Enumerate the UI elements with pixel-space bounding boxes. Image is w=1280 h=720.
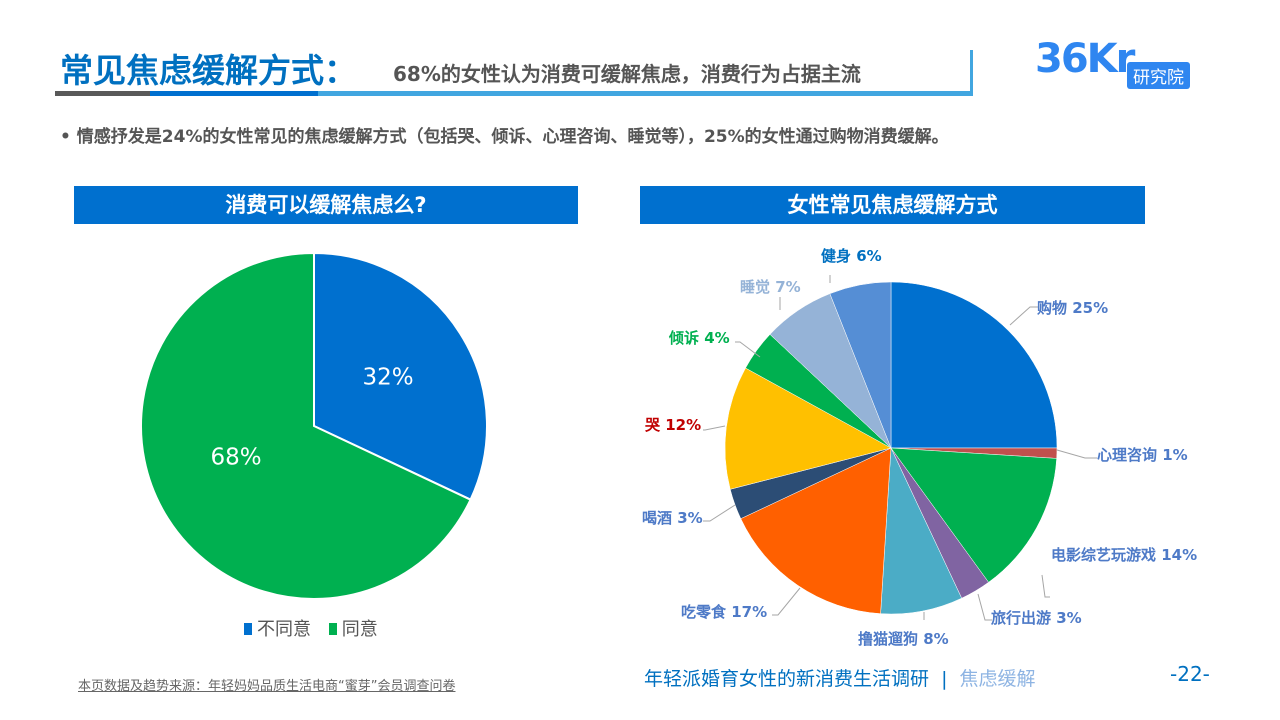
chart2-data-label: 购物 25%	[1037, 299, 1109, 317]
page-title: 常见焦虑缓解方式：	[60, 51, 357, 90]
chart1-title: 消费可以缓解焦虑么?	[74, 186, 578, 224]
leader-line	[1009, 306, 1038, 326]
chart2-data-label: 健身 6%	[821, 247, 882, 265]
chart2-data-label: 撸猫遛狗 8%	[858, 630, 949, 648]
legend-swatch-disagree	[244, 623, 252, 635]
title-underline	[150, 91, 318, 96]
source-note: 本页数据及趋势来源：年轻妈妈品质生活电商“蜜芽”会员调查问卷	[78, 679, 456, 694]
leader-line	[1041, 574, 1050, 598]
chart1-slice-0	[313, 251, 488, 501]
chart2-slice-10	[829, 281, 892, 449]
footer-separator: |	[941, 668, 948, 690]
chart2-data-label: 倾诉 4%	[669, 329, 730, 347]
section-name: 焦虑缓解	[959, 668, 1036, 690]
logo: 36Kr 研究院	[1035, 36, 1210, 90]
chart2-data-label: 心理咨询 1%	[1097, 446, 1188, 464]
title-underline	[55, 91, 150, 96]
chart2-data-label: 哭 12%	[645, 416, 702, 434]
chart2-slice-7	[724, 367, 892, 490]
leader-line	[703, 504, 736, 522]
legend-label-agree: 同意	[341, 619, 378, 640]
chart1-legend: 不同意 同意	[244, 615, 378, 641]
title-divider	[970, 50, 973, 96]
chart1-data-label: 68%	[210, 445, 261, 471]
leader-line	[703, 425, 726, 431]
leader-line	[772, 587, 801, 616]
leader-line	[735, 341, 761, 358]
logo-text: 研究院	[1127, 62, 1190, 89]
chart2-data-label: 电影综艺玩游戏 14%	[1051, 546, 1198, 564]
leader-line	[977, 593, 992, 621]
report-footer: 年轻派婚育女性的新消费生活调研 | 焦虑缓解	[644, 664, 1036, 691]
chart2-slice-2	[890, 447, 1057, 583]
legend-label-disagree: 不同意	[257, 619, 311, 640]
leader-line	[1056, 449, 1097, 459]
summary-bullet: • 情感抒发是24%的女性常见的焦虑缓解方式（包括哭、倾诉、心理咨询、睡觉等），…	[60, 127, 949, 147]
chart2-slice-5	[740, 447, 892, 614]
chart1-data-label: 32%	[362, 365, 413, 391]
page-number: -22-	[1170, 662, 1210, 686]
report-title: 年轻派婚育女性的新消费生活调研	[644, 668, 930, 690]
chart2-data-label: 喝酒 3%	[642, 509, 703, 527]
chart2-data-label: 旅行出游 3%	[991, 609, 1082, 627]
legend-swatch-agree	[328, 623, 337, 635]
chart2-slice-0	[890, 281, 1058, 449]
chart2-data-label: 吃零食 17%	[681, 603, 768, 621]
logo-mark: 36Kr	[1035, 36, 1135, 82]
page-subtitle: 68%的女性认为消费可缓解焦虑，消费行为占据主流	[393, 62, 861, 86]
title-underline	[318, 91, 973, 96]
chart1-slice-1	[140, 251, 472, 600]
chart2-title: 女性常见焦虑缓解方式	[640, 186, 1145, 224]
chart2-data-label: 睡觉 7%	[740, 278, 801, 296]
